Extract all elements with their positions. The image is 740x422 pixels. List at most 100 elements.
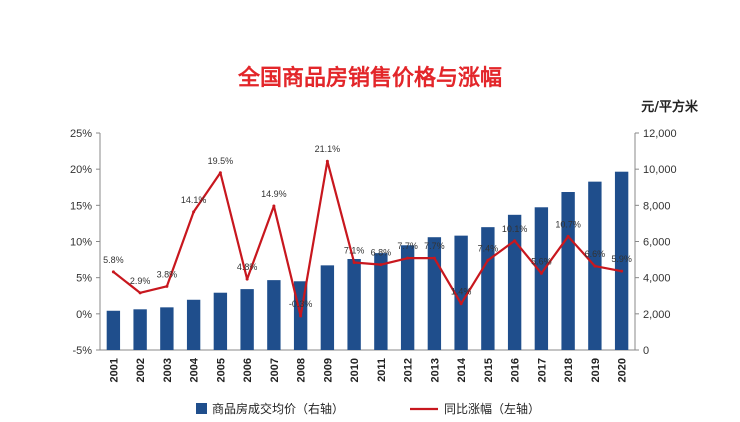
x-tick-label: 2011 (376, 358, 388, 382)
line-point (299, 314, 303, 318)
growth-line (112, 160, 622, 318)
data-label: 10.1% (502, 224, 528, 234)
axes: -5% 0% 5% 10% 15% 20% 25% 0 2,000 4,000 6,000 8,000… (70, 128, 677, 382)
legend-bar-swatch (196, 403, 207, 414)
line-point (593, 264, 597, 268)
x-tick-label: 2020 (617, 358, 629, 382)
x-tick-label: 2017 (536, 358, 548, 382)
x-tick-label: 2013 (429, 358, 441, 382)
line-point (513, 239, 517, 243)
line-point (379, 263, 383, 267)
x-tick-label: 2016 (510, 358, 522, 382)
x-tick-label: 2008 (296, 358, 308, 382)
x-tick-label: 2004 (189, 357, 201, 382)
data-label: -0.3% (289, 299, 313, 309)
data-label: 6.6% (585, 249, 606, 259)
x-tick-label: 2012 (403, 358, 415, 382)
x-tick-label: 2005 (215, 358, 227, 382)
x-tick-label: 2001 (108, 358, 120, 382)
bar (186, 299, 201, 350)
data-label: 14.1% (181, 195, 207, 205)
bar (614, 171, 629, 350)
line-point (459, 302, 463, 306)
line-point (218, 171, 222, 175)
line-point (620, 269, 624, 273)
left-tick-label: 20% (70, 164, 92, 176)
right-tick-label: 8,000 (643, 200, 671, 212)
left-tick-label: 5% (76, 273, 92, 285)
data-labels: 5.8% 2.9% 3.8% 14.1% 19.5% 4.8% 14.9% -0.3% 21.1… (103, 144, 632, 309)
line-point (272, 204, 276, 208)
line-point (111, 270, 115, 274)
right-tick-label: 12,000 (643, 128, 677, 140)
left-tick-label: -5% (72, 345, 92, 357)
data-label: 10.7% (555, 219, 581, 229)
right-tick-label: 10,000 (643, 164, 677, 176)
x-tick-label: 2015 (483, 358, 495, 382)
data-label: 19.5% (208, 156, 234, 166)
data-label: 4.8% (237, 262, 258, 272)
right-axis-unit: 元/平方米 (641, 100, 698, 115)
line-point (352, 260, 356, 264)
left-tick-label: 25% (70, 128, 92, 140)
x-tick-label: 2009 (322, 358, 334, 382)
bar (427, 237, 442, 350)
line-point (566, 234, 570, 238)
x-tick-label: 2019 (590, 358, 602, 382)
right-tick-label: 0 (643, 345, 649, 357)
left-tick-label: 0% (76, 309, 92, 321)
x-tick-label: 2006 (242, 358, 254, 382)
line-point (539, 271, 543, 275)
line-point (325, 159, 329, 163)
data-label: 3.8% (157, 269, 178, 279)
right-tick-label: 6,000 (643, 237, 671, 249)
bar (320, 265, 335, 350)
line-point (406, 256, 410, 260)
bar (561, 192, 575, 350)
x-tick-label: 2002 (135, 358, 147, 382)
left-tick-label: 15% (70, 200, 92, 212)
data-label: 6.8% (371, 248, 392, 258)
x-tick-label: 2014 (456, 357, 468, 382)
legend-line-label: 同比涨幅（左轴） (444, 401, 540, 416)
legend: 商品房成交均价（右轴） 同比涨幅（左轴） (196, 401, 540, 416)
right-tick-label: 2,000 (643, 309, 671, 321)
data-label: 5.8% (103, 255, 124, 265)
x-tick-label: 2018 (563, 358, 575, 382)
line-point (486, 258, 490, 262)
line-point (138, 291, 142, 295)
bar (213, 292, 228, 350)
bar (267, 280, 281, 350)
line-point (432, 256, 436, 260)
data-label: 5.9% (611, 254, 632, 264)
data-label: 21.1% (315, 144, 341, 154)
left-tick-label: 10% (70, 237, 92, 249)
line-point (165, 284, 169, 288)
data-label: 14.9% (261, 189, 287, 199)
data-label: 1.4% (451, 287, 472, 297)
data-label: 5.6% (531, 256, 552, 266)
bar (454, 235, 468, 350)
data-label: 2.9% (130, 276, 151, 286)
bar (160, 307, 174, 350)
line-point (245, 277, 249, 281)
line-point (192, 210, 196, 214)
bar (507, 214, 522, 350)
bar (400, 245, 415, 350)
bar (106, 310, 121, 350)
legend-bar-label: 商品房成交均价（右轴） (212, 401, 344, 416)
x-tick-label: 2010 (349, 358, 361, 382)
right-tick-label: 4,000 (643, 273, 671, 285)
line-series (111, 159, 624, 318)
bar (534, 207, 549, 350)
data-label: 7.4% (478, 243, 499, 253)
chart-title: 全国商品房销售价格与涨幅 (237, 66, 502, 91)
bar (240, 289, 254, 350)
x-tick-label: 2007 (269, 358, 281, 382)
x-tick-label: 2003 (162, 358, 174, 382)
bar-series (106, 171, 629, 350)
bar (133, 309, 147, 350)
data-label: 7.1% (344, 245, 365, 255)
data-label: 7.7% (424, 241, 445, 251)
